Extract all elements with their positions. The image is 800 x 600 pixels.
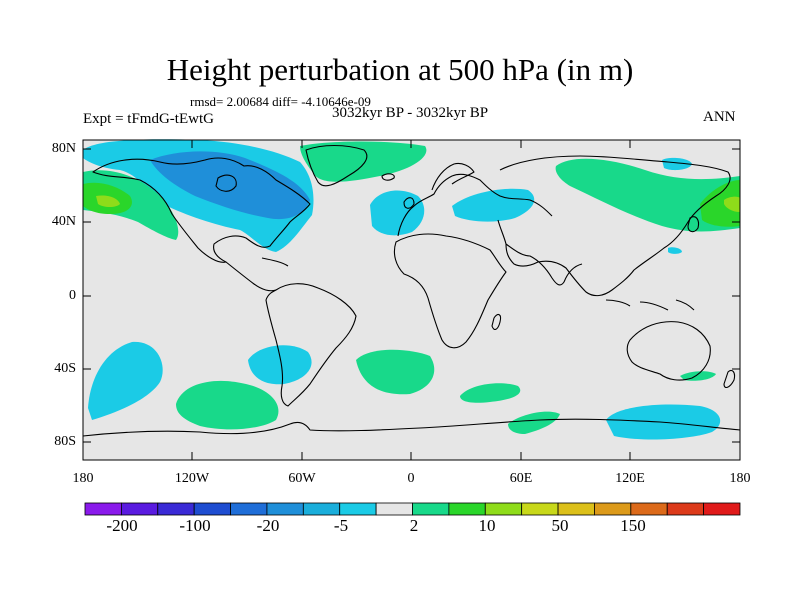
- dateline-high-core-east: [700, 180, 740, 227]
- colorbar-swatch: [193, 502, 231, 516]
- greenland-coast: [305, 144, 368, 187]
- japan: [687, 216, 700, 233]
- australia-coast: [626, 321, 711, 381]
- x-tick-label: 120E: [615, 471, 645, 486]
- colorbar-swatch: [594, 502, 632, 516]
- strong-positive-regions: [83, 180, 740, 227]
- x-tick-label: 60E: [509, 471, 533, 486]
- colorbar-swatch: [448, 502, 486, 516]
- scandinavia: [431, 162, 475, 191]
- x-tick-label: 180: [72, 471, 94, 486]
- colorbar-swatch: [230, 502, 268, 516]
- colorbar-label: -5: [333, 516, 349, 535]
- north-america-coast: [92, 157, 311, 263]
- antarctica-coast: [82, 418, 741, 437]
- colorbar-swatch: [703, 502, 741, 516]
- colorbar-label: -100: [179, 516, 211, 535]
- colorbar-swatch: [666, 502, 705, 516]
- colorbar-swatch: [412, 502, 450, 516]
- colorbar-swatch: [375, 502, 413, 516]
- season-label: ANN: [703, 109, 736, 125]
- colorbar-label: 150: [620, 516, 646, 535]
- colorbar-label: 50: [551, 516, 569, 535]
- map-title: Height perturbation at 500 hPa (in m): [166, 52, 634, 87]
- british-isles: [403, 197, 415, 209]
- y-tick-label: 80S: [54, 434, 76, 449]
- dateline-max-east: [724, 196, 740, 212]
- arabia-india: [505, 243, 583, 286]
- experiment-label: Expt = tFmdG-tEwtG: [83, 111, 214, 127]
- colorbar-swatch: [266, 502, 304, 516]
- iceland: [381, 173, 395, 181]
- colorbar-swatch: [339, 502, 377, 516]
- colorbar-swatch: [484, 502, 523, 516]
- colorbar-swatch: [557, 502, 595, 516]
- x-tick-label: 180: [729, 471, 751, 486]
- new-zealand: [723, 369, 736, 389]
- central-america: [225, 261, 277, 292]
- colorbar-label: 2: [409, 516, 419, 535]
- colorbar-swatch: [302, 502, 341, 516]
- southeast-pacific-high: [176, 380, 279, 430]
- axis-ticks: [82, 140, 741, 460]
- madagascar: [491, 313, 502, 331]
- y-tick-label: 40N: [51, 214, 76, 229]
- x-tick-label: 60W: [288, 471, 316, 486]
- indian-ocean-high: [460, 383, 521, 403]
- colorbar-swatch: [120, 502, 159, 516]
- colorbar: [84, 502, 741, 516]
- period-label: 3032kyr BP - 3032kyr BP: [331, 105, 489, 121]
- y-tick-label: 80N: [51, 141, 76, 156]
- greenland-high: [300, 141, 427, 182]
- y-tick-label: 40S: [54, 361, 76, 376]
- southeast-asia-islands: [605, 299, 695, 311]
- south-pacific-low: [88, 341, 163, 420]
- south-atlantic-high: [356, 349, 435, 395]
- colorbar-label: -20: [256, 516, 280, 535]
- colorbar-swatch: [157, 502, 195, 516]
- hudson-bay: [215, 174, 237, 192]
- africa-coast: [393, 233, 507, 349]
- asia-coast: [497, 155, 731, 297]
- arctic-low: [662, 157, 692, 171]
- strong-negative-regions: [150, 151, 310, 220]
- colorbar-label: -200: [106, 516, 138, 535]
- x-tick-label: 120W: [174, 471, 210, 486]
- colorbar-swatch: [84, 502, 122, 516]
- y-tick-label: 0: [69, 288, 76, 303]
- north-atlantic-low: [370, 190, 425, 236]
- antarctic-high: [508, 411, 560, 434]
- south-america-coast: [265, 283, 357, 407]
- stats-line: rmsd= 2.00684 diff= -4.10646e-09: [190, 94, 371, 109]
- colorbar-label: 10: [478, 516, 496, 535]
- europe-coast: [397, 173, 553, 237]
- asia-pacific-high: [555, 158, 740, 232]
- europe-low: [452, 188, 535, 222]
- south-america-low: [248, 345, 312, 385]
- colorbar-swatch: [521, 502, 559, 516]
- dateline-max-west: [96, 195, 120, 207]
- coastlines: [82, 144, 741, 437]
- x-tick-label: 0: [407, 471, 415, 486]
- asia-low: [668, 247, 682, 254]
- caribbean: [261, 257, 289, 267]
- canada-strong-low: [150, 151, 310, 220]
- colorbar-swatch: [630, 502, 668, 516]
